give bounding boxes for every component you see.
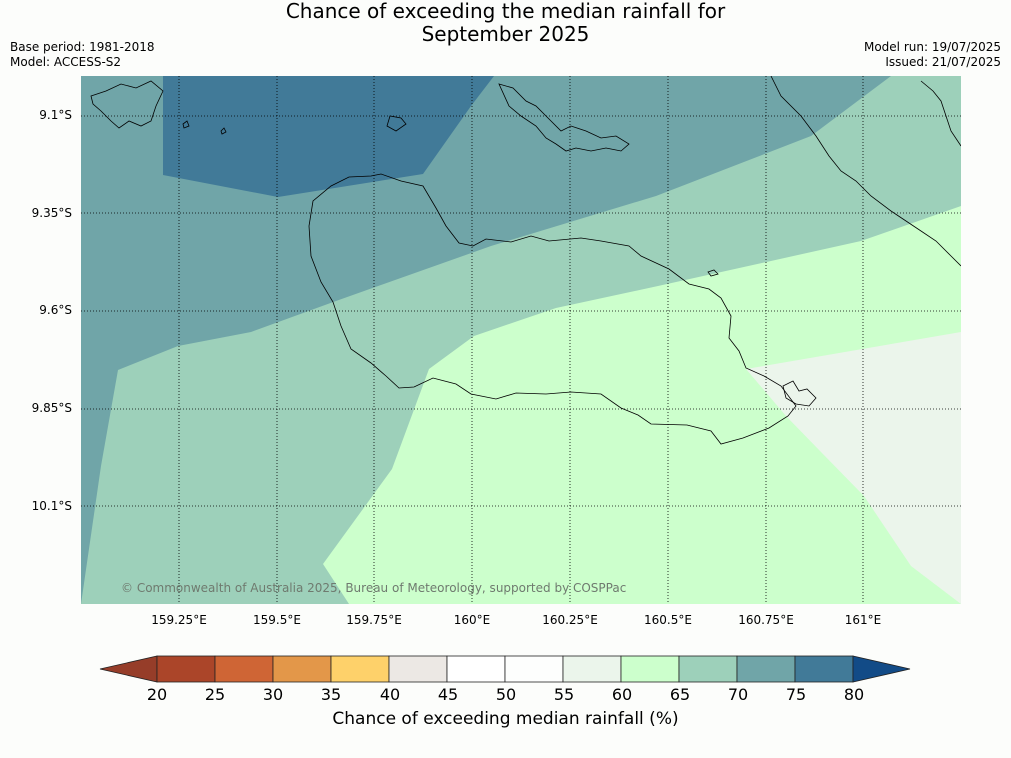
lat-label: 9.6°S [39,303,72,317]
lon-label: 160°E [453,613,491,627]
colorbar-label: 75 [785,685,807,704]
colorbar-under-arrow [99,655,158,683]
colorbar-label: 80 [843,685,865,704]
graticule [81,76,961,604]
colorbar-cell [620,655,680,683]
colorbar-label: 55 [553,685,575,704]
colorbar-cell [214,655,274,683]
colorbar [99,655,911,683]
title-line-2: September 2025 [421,22,590,46]
info-right: Model run: 19/07/2025 Issued: 21/07/2025 [864,40,1001,70]
lon-label: 159.25°E [151,613,207,627]
map-panel: © Commonwealth of Australia 2025, Bureau… [81,76,961,604]
colorbar-label: 35 [320,685,342,704]
colorbar-title: Chance of exceeding median rainfall (%) [332,709,679,729]
colorbar-label: 65 [669,685,691,704]
colorbar-label: 60 [611,685,633,704]
malaita-north-coast [920,80,961,147]
florida-islands-coast [386,115,407,132]
title-line-1: Chance of exceeding the median rainfall … [285,0,726,23]
colorbar-label: 45 [437,685,459,704]
lon-label: 161°E [844,613,882,627]
region-60-65 [323,206,961,604]
coastlines [90,76,961,445]
small-island-a [220,127,227,135]
nggela-coast [498,83,630,152]
colorbar-label: 40 [379,685,401,704]
lat-label: 9.35°S [31,206,72,220]
colorbar-cell [330,655,390,683]
info-left: Base period: 1981-2018 Model: ACCESS-S2 [10,40,155,70]
lon-label: 160.75°E [738,613,794,627]
colorbar-label: 20 [146,685,168,704]
model-text: Model: ACCESS-S2 [10,55,122,69]
issued-text: Issued: 21/07/2025 [885,55,1001,69]
colorbar-cell [156,655,216,683]
colorbar-cell [562,655,622,683]
copyright-text: © Commonwealth of Australia 2025, Bureau… [121,581,627,595]
colorbar-cell [736,655,796,683]
marau-islands-coast [782,380,817,407]
lat-label: 10.1°S [31,499,72,513]
colorbar-label: 50 [495,685,517,704]
lat-label: 9.1°S [39,108,72,122]
colorbar-cell [446,655,506,683]
lat-label: 9.85°S [31,401,72,415]
model-run-text: Model run: 19/07/2025 [863,40,1001,54]
base-period-text: Base period: 1981-2018 [10,40,155,54]
colorbar-cell [272,655,332,683]
colorbar-cell [388,655,448,683]
guadalcanal-coast [308,173,797,445]
lon-label: 160.25°E [542,613,598,627]
colorbar-cell [794,655,854,683]
colorbar-over-arrow [852,655,911,683]
map-svg [81,76,961,604]
map-title: Chance of exceeding the median rainfall … [0,0,1011,46]
lon-label: 160.5°E [644,613,692,627]
small-island-b [182,120,190,129]
colorbar-label: 30 [262,685,284,704]
colorbar-label: 25 [204,685,226,704]
lon-label: 159.5°E [253,613,301,627]
colorbar-cell [678,655,738,683]
small-island-c [707,269,719,277]
region-70-75 [81,76,891,604]
region-55-60 [746,332,961,604]
santa-isabel-coast [90,80,164,129]
colorbar-cell [504,655,564,683]
lon-label: 159.75°E [346,613,402,627]
colorbar-cells [156,655,854,683]
malaita-coast [770,76,961,267]
colorbar-label: 70 [727,685,749,704]
region-75-80 [163,76,494,197]
